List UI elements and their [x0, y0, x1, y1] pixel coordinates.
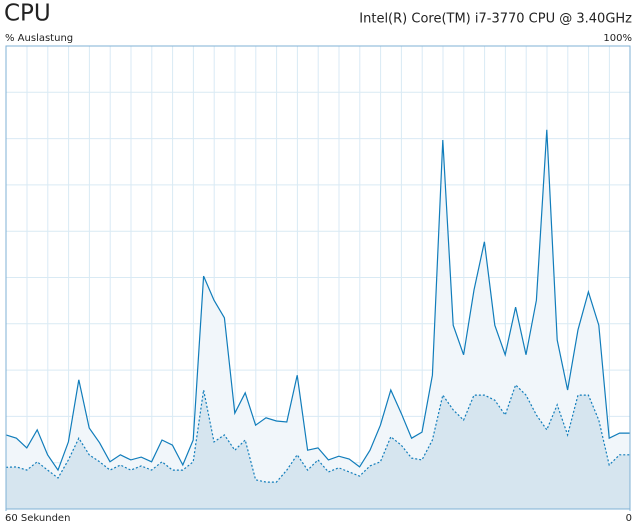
- x-tick-label: 0: [626, 513, 632, 524]
- plot: [5, 129, 630, 510]
- y-axis-label: % Auslastung: [5, 33, 73, 44]
- cpu-model: Intel(R) Core(TM) i7-3770 CPU @ 3.40GHz: [359, 12, 632, 27]
- line: [5, 129, 630, 472]
- y-tick-label: 100%: [603, 33, 632, 44]
- line: [5, 383, 630, 483]
- x-tick-label: 60 Sekunden: [5, 513, 70, 524]
- area-fill: [6, 384, 630, 509]
- plot-border: [5, 45, 631, 510]
- title: CPU: [4, 1, 51, 27]
